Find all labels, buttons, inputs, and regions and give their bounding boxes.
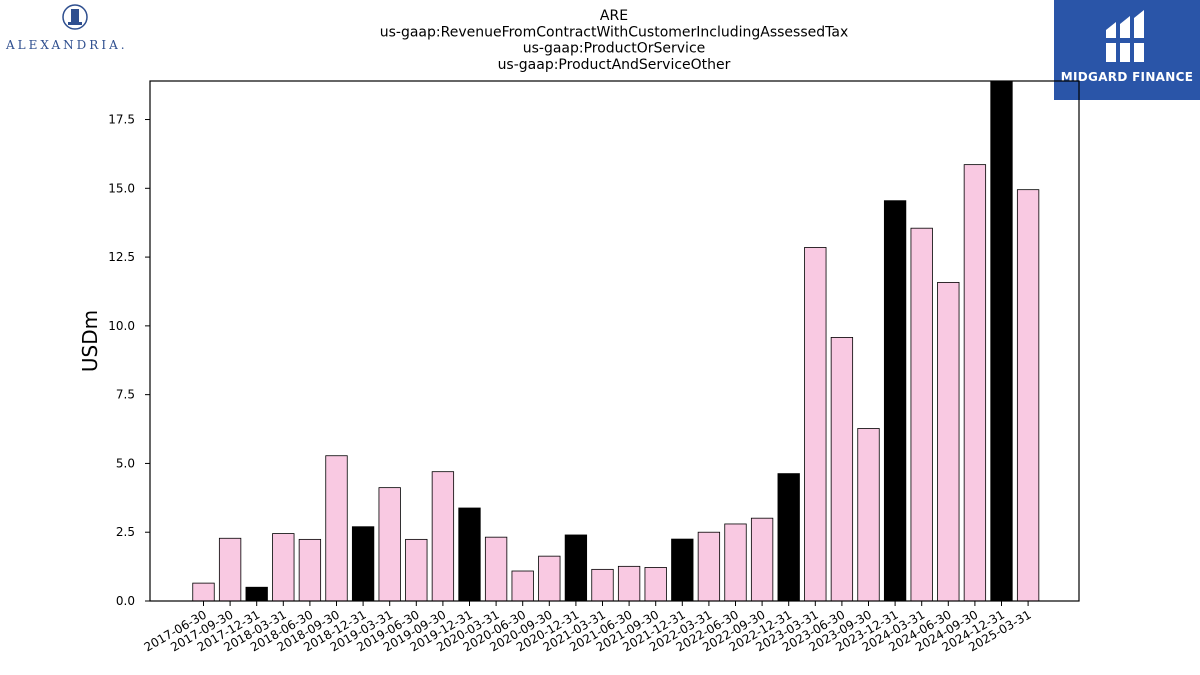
- alexandria-logo-text: ALEXANDRIA.: [6, 38, 128, 52]
- bar-2021-09-30: [644, 567, 667, 602]
- bar-2018-03-31: [272, 533, 295, 602]
- y-tick-label: 7.5: [116, 388, 135, 402]
- bar-2020-06-30: [511, 570, 534, 602]
- midgard-finance-logo: MIDGARD FINANCE: [1054, 0, 1200, 100]
- bar-2024-06-30: [937, 281, 960, 602]
- y-tick-label: 5.0: [116, 456, 135, 470]
- plot-area-frame: [149, 80, 1080, 602]
- chart-title-line: us-gaap:RevenueFromContractWithCustomerI…: [380, 24, 849, 40]
- chart-title: AREus-gaap:RevenueFromContractWithCustom…: [380, 8, 849, 73]
- bar-2021-12-31: [671, 538, 694, 602]
- chart-title-line: ARE: [600, 8, 628, 24]
- bar-2020-12-31: [564, 534, 588, 602]
- y-tick-label: 0.0: [116, 594, 135, 608]
- bar-2020-09-30: [538, 555, 561, 602]
- bar-2022-03-31: [697, 531, 721, 602]
- bar-2017-12-31: [245, 586, 268, 602]
- bar-2024-09-30: [963, 164, 987, 602]
- bar-2019-09-30: [431, 471, 455, 602]
- bar-2018-06-30: [298, 538, 322, 602]
- bar-2017-06-30: [192, 582, 215, 602]
- bar-2022-06-30: [724, 523, 747, 602]
- bar-2023-03-31: [804, 247, 827, 602]
- alexandria-emblem-icon: [62, 4, 88, 30]
- y-tick-label: 2.5: [116, 525, 135, 539]
- y-axis-label: USDm: [78, 310, 102, 372]
- y-tick-label: 12.5: [108, 250, 135, 264]
- bar-2024-03-31: [910, 227, 933, 602]
- bar-2025-03-31: [1016, 189, 1040, 602]
- y-axis-ticks: 0.0 2.5 5.0 7.5 10.0 12.5 15.0 17.5: [108, 113, 150, 608]
- bar-2023-12-31: [883, 200, 907, 602]
- bar-2021-03-31: [591, 568, 614, 602]
- chart-title-line: us-gaap:ProductOrService: [523, 41, 706, 57]
- bar-2020-03-31: [484, 536, 508, 602]
- bar-2019-03-31: [378, 487, 401, 602]
- y-tick-label: 10.0: [108, 319, 135, 333]
- bar-2019-06-30: [405, 538, 428, 602]
- bar-2017-09-30: [218, 537, 242, 602]
- alexandria-logo: ALEXANDRIA.: [0, 0, 150, 60]
- bar-2022-09-30: [750, 517, 774, 602]
- midgard-emblem-icon: [1104, 10, 1146, 62]
- y-tick-label: 15.0: [108, 181, 135, 195]
- bar-2019-12-31: [458, 507, 481, 602]
- bar-2022-12-31: [777, 473, 800, 602]
- bars: [192, 80, 1040, 602]
- bar-2018-12-31: [351, 526, 375, 602]
- y-tick-label: 17.5: [108, 113, 135, 127]
- midgard-logo-text: MIDGARD FINANCE: [1060, 70, 1194, 84]
- bar-2024-12-31: [990, 80, 1013, 602]
- bar-2021-06-30: [617, 565, 641, 602]
- bar-2023-09-30: [857, 428, 880, 602]
- x-axis-ticks: 2017-06-302017-09-302017-12-312018-03-31…: [142, 601, 1034, 654]
- bar-2018-09-30: [325, 455, 348, 602]
- chart-title-line: us-gaap:ProductAndServiceOther: [498, 57, 731, 73]
- bar-2023-06-30: [830, 337, 854, 602]
